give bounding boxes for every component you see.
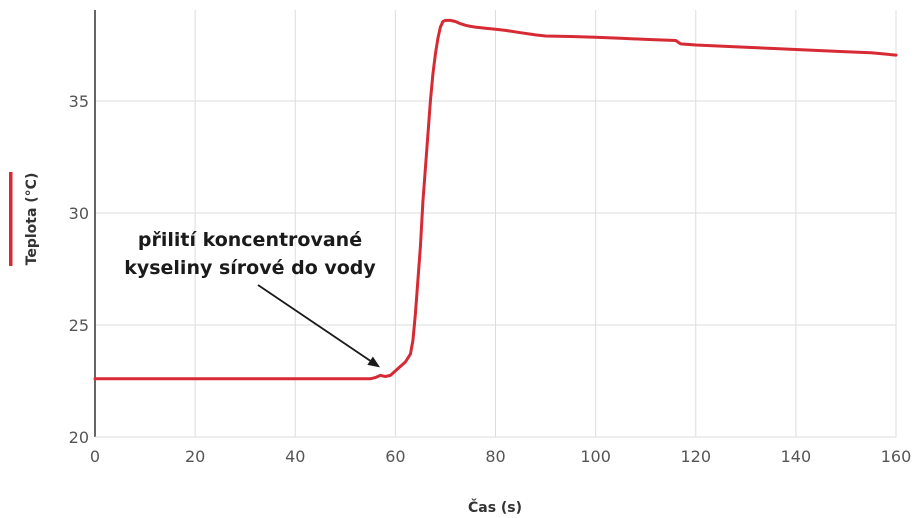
series-layer bbox=[93, 18, 898, 381]
y-axis-title: Teplota (°C) bbox=[24, 173, 40, 266]
annotation-text-line: přilití koncentrované bbox=[138, 229, 362, 251]
x-tick-label: 140 bbox=[781, 447, 812, 466]
x-tick-label: 120 bbox=[680, 447, 711, 466]
x-tick-label: 20 bbox=[185, 447, 205, 466]
x-tick-label: 160 bbox=[881, 447, 912, 466]
ylabel-legend-swatch bbox=[9, 172, 13, 266]
annotation: přilití koncentrované kyseliny sírové do … bbox=[124, 229, 381, 368]
y-tick-label: 30 bbox=[69, 204, 89, 223]
x-tick-label: 100 bbox=[580, 447, 611, 466]
x-axis-title: Čas (s) bbox=[468, 498, 522, 516]
x-tick-label: 80 bbox=[485, 447, 505, 466]
series-line bbox=[93, 18, 898, 381]
annotation-text-line: kyseliny sírové do vody bbox=[124, 257, 376, 279]
grid bbox=[95, 10, 897, 437]
y-tick-label: 25 bbox=[69, 316, 89, 335]
axes bbox=[94, 10, 896, 438]
x-tick-label: 40 bbox=[285, 447, 305, 466]
x-tick-label: 0 bbox=[90, 447, 100, 466]
x-tick-label: 60 bbox=[385, 447, 405, 466]
annotation-arrow bbox=[257, 284, 381, 368]
axis-titles: Teplota (°C) Čas (s) bbox=[9, 172, 522, 516]
y-tick-label: 35 bbox=[69, 92, 89, 111]
y-tick-label: 20 bbox=[69, 428, 89, 447]
